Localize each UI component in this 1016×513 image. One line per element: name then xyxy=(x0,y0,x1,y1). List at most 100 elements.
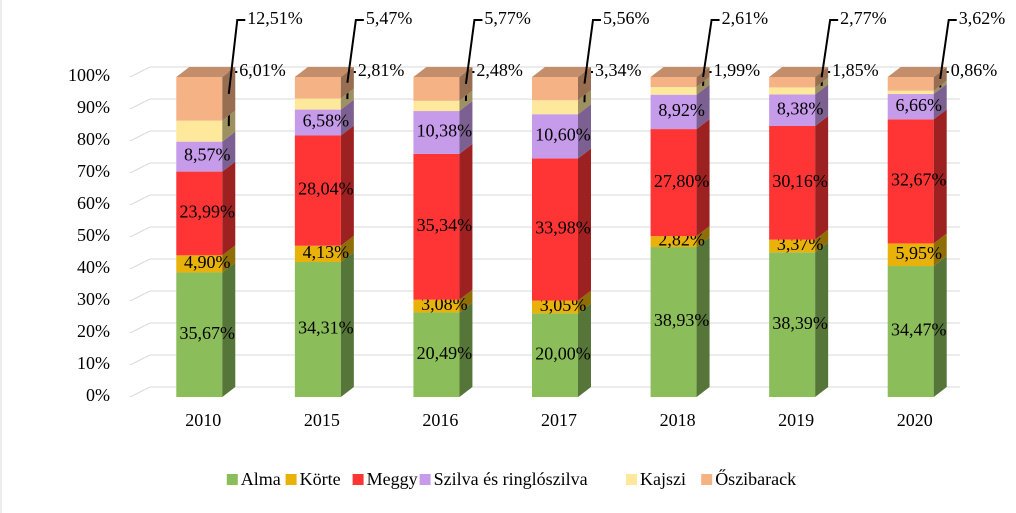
data-label: 4,90% xyxy=(184,252,231,272)
data-label: 33,98% xyxy=(535,218,591,238)
legend-label: Kajszi xyxy=(640,469,686,489)
y-tick-label: 30% xyxy=(77,289,110,309)
legend-swatch xyxy=(626,474,637,485)
bar-segment xyxy=(294,109,341,136)
data-label: 12,51% xyxy=(247,8,302,28)
bar-segment xyxy=(769,87,816,95)
legend-swatch xyxy=(419,474,431,485)
bar-top xyxy=(532,67,591,77)
x-tick-label: 2019 xyxy=(778,410,814,430)
x-tick-label: 2018 xyxy=(660,410,696,430)
leader-line xyxy=(702,19,720,78)
bar-side xyxy=(933,84,947,120)
bar-side xyxy=(340,125,354,246)
bar-segment xyxy=(887,266,934,397)
bar-segment xyxy=(769,77,816,88)
data-label: 20,49% xyxy=(417,343,473,363)
bar-segment xyxy=(413,312,460,397)
y-tick-label: 50% xyxy=(77,225,110,245)
bar-segment xyxy=(887,94,934,120)
bar-segment xyxy=(887,119,934,244)
x-tick-label: 2010 xyxy=(185,410,221,430)
grid-line xyxy=(129,66,151,78)
bar-segment xyxy=(294,135,341,246)
data-label: 27,80% xyxy=(654,171,710,191)
bar-side xyxy=(222,161,236,256)
bar-segment xyxy=(887,90,934,95)
leader-line xyxy=(820,19,839,78)
data-label: 2,61% xyxy=(722,8,769,28)
bar-segment xyxy=(176,255,223,273)
legend-label: Őszibarack xyxy=(715,468,796,489)
bar-segment xyxy=(769,125,816,240)
bar-segment xyxy=(532,300,578,314)
bar-segment xyxy=(532,100,578,115)
y-tick-label: 80% xyxy=(77,129,110,149)
data-label: 1,99% xyxy=(714,60,761,80)
data-label: 8,57% xyxy=(184,145,231,165)
data-label: 35,34% xyxy=(417,215,473,235)
bar-segment xyxy=(413,299,460,313)
x-tick-label: 2016 xyxy=(422,410,458,430)
data-label: 4,13% xyxy=(303,242,350,262)
bar-side xyxy=(578,290,591,314)
data-label: 5,47% xyxy=(366,8,413,28)
bar-side xyxy=(340,235,354,263)
bar-segment xyxy=(769,239,816,253)
legend-swatch xyxy=(352,474,364,485)
bar-segment xyxy=(650,77,697,88)
bar-segment xyxy=(769,94,816,126)
data-label: 3,62% xyxy=(959,8,1006,28)
bar-segment xyxy=(413,77,460,101)
bar-side xyxy=(340,99,354,136)
bar-segment xyxy=(532,114,578,159)
bar-side xyxy=(696,84,710,130)
data-label: 8,92% xyxy=(658,100,705,120)
legend-label: Meggy xyxy=(367,469,418,489)
bar-side xyxy=(815,115,829,240)
legend-swatch xyxy=(226,474,238,485)
y-tick-label: 10% xyxy=(77,353,110,373)
y-tick-label: 60% xyxy=(77,193,110,213)
y-tick-label: 0% xyxy=(86,385,110,405)
bar-top xyxy=(650,67,710,77)
bar-segment xyxy=(176,77,223,121)
bar-side xyxy=(696,226,710,248)
bar-side xyxy=(815,84,829,126)
bar-top xyxy=(887,67,947,77)
data-label: 3,34% xyxy=(595,60,642,80)
bar-segment xyxy=(650,247,697,397)
data-label: 38,39% xyxy=(772,313,828,333)
bar-side xyxy=(459,289,473,313)
bar-top xyxy=(413,67,473,77)
leader-line xyxy=(464,19,483,85)
bar-side xyxy=(222,131,236,172)
bar-side xyxy=(459,143,473,300)
bar-segment xyxy=(176,141,223,172)
bar-side xyxy=(578,303,591,397)
bar-segment xyxy=(294,98,341,110)
grid-line xyxy=(129,162,151,174)
bar-side xyxy=(222,245,236,273)
bar-side xyxy=(933,109,947,244)
bar-segment xyxy=(532,77,578,101)
grid-line xyxy=(129,194,151,206)
bar-side xyxy=(696,119,710,237)
bar-segment xyxy=(650,94,697,130)
data-label: 23,99% xyxy=(180,202,236,222)
bar-top xyxy=(769,67,829,77)
bar-segment xyxy=(532,158,578,301)
data-label: 6,01% xyxy=(239,60,285,80)
data-label: 2,48% xyxy=(476,60,523,80)
leader-line xyxy=(346,19,364,83)
data-label: 0,86% xyxy=(951,60,998,80)
bar-side xyxy=(578,148,591,301)
bar-segment xyxy=(294,245,341,263)
leader-line xyxy=(227,19,246,94)
leader-line xyxy=(583,19,601,84)
grid-line xyxy=(129,98,151,110)
y-tick-label: 40% xyxy=(77,257,110,277)
data-label: 6,66% xyxy=(895,95,942,115)
data-label: 10,38% xyxy=(417,121,473,141)
